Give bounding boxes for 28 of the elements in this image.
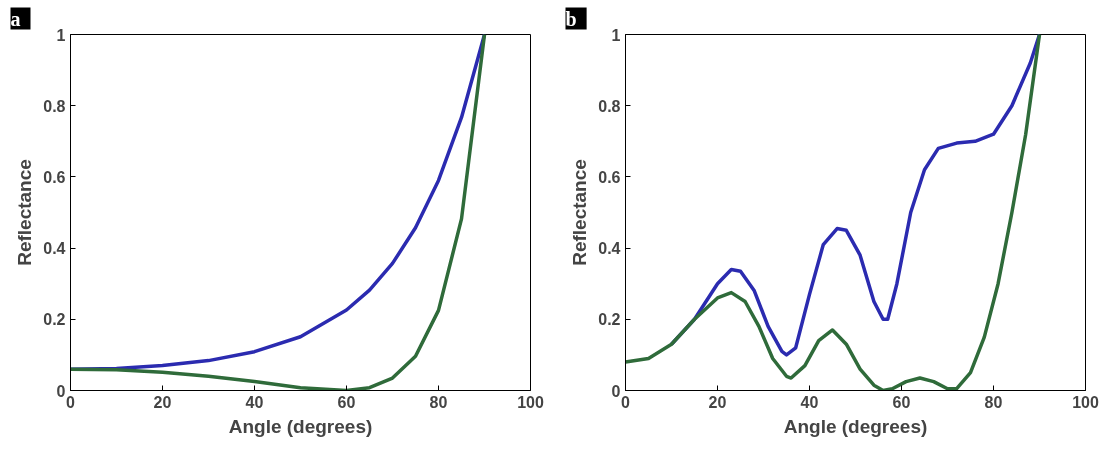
y-tick-label: 0.6 bbox=[598, 168, 621, 186]
y-tick-label: 0.2 bbox=[43, 311, 66, 329]
x-tick-label: 60 bbox=[892, 393, 911, 411]
y-tick-label: 0 bbox=[56, 382, 66, 400]
y-axis-title: Reflectance bbox=[569, 159, 591, 266]
x-tick-label: 100 bbox=[1072, 393, 1099, 411]
x-tick-label: 60 bbox=[337, 393, 356, 411]
x-tick-label: 100 bbox=[517, 393, 544, 411]
text: a bbox=[10, 7, 21, 30]
x-tick-label: 80 bbox=[984, 393, 1003, 411]
x-tick-label: 40 bbox=[800, 393, 819, 411]
text: b bbox=[565, 7, 577, 30]
y-tick-label: 0.2 bbox=[598, 311, 621, 329]
x-tick-label: 20 bbox=[153, 393, 172, 411]
y-tick-label: 0.6 bbox=[43, 168, 66, 186]
y-tick-label: 1 bbox=[611, 26, 621, 44]
y-tick-label: 0.4 bbox=[598, 240, 621, 258]
y-tick-label: 0 bbox=[611, 382, 621, 400]
y-tick-label: 0.8 bbox=[598, 97, 621, 115]
y-tick-label: 1 bbox=[56, 26, 66, 44]
x-tick-label: 20 bbox=[708, 393, 727, 411]
x-axis-title: Angle (degrees) bbox=[783, 415, 928, 437]
x-tick-label: 80 bbox=[429, 393, 448, 411]
y-tick-label: 0.4 bbox=[43, 240, 66, 258]
y-axis-title: Reflectance bbox=[14, 159, 36, 266]
x-tick-label: 40 bbox=[245, 393, 264, 411]
y-tick-label: 0.8 bbox=[43, 97, 66, 115]
x-axis-title: Angle (degrees) bbox=[228, 415, 373, 437]
